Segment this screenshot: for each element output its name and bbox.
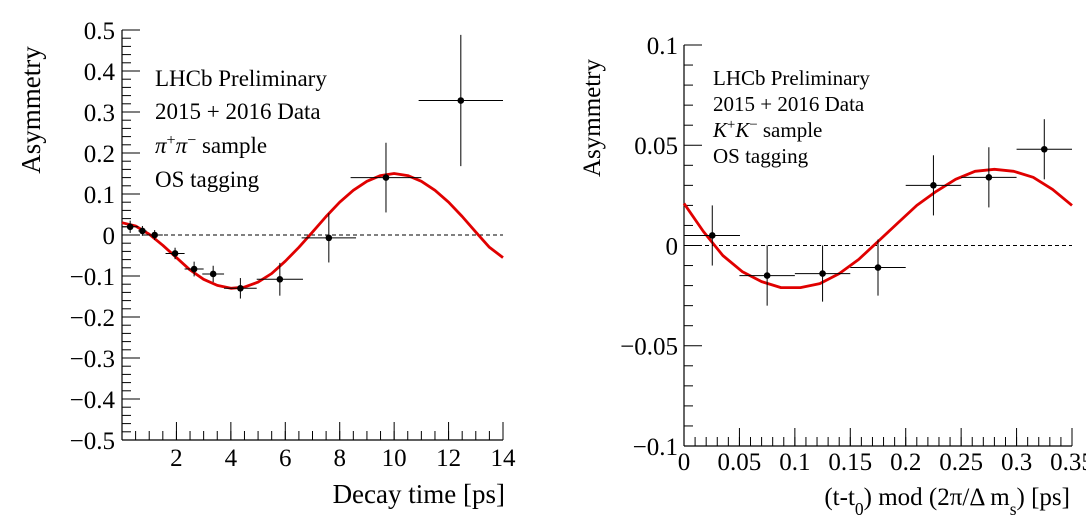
data-point — [1016, 119, 1072, 180]
y-tick-label: −0.4 — [70, 387, 116, 414]
data-marker — [190, 265, 198, 273]
annotation-text: K+K− sample — [712, 117, 822, 142]
data-marker — [325, 234, 333, 242]
data-point — [138, 225, 147, 236]
x-tick-label: 0.15 — [828, 449, 872, 476]
decay-time-asymmetry-chart: −0.5 −0.4 −0.3 −0.2 −0.1 0 0.1 0.2 0.3 0.4 0.5 2 4 6 8… — [16, 18, 516, 509]
data-marker — [708, 232, 716, 239]
data-marker — [874, 264, 882, 271]
x-axis-title: (t-t0) mod (2π/Δ ms) [ps] — [824, 484, 1070, 516]
x-tick-label: 12 — [436, 445, 461, 472]
x-tick-label: 0.1 — [779, 449, 810, 476]
data-marker — [985, 174, 993, 181]
y-tick-label: 0.3 — [84, 100, 115, 127]
annotation-text: 2015 + 2016 Data — [713, 92, 865, 116]
data-point — [122, 220, 139, 233]
data-point — [684, 205, 740, 266]
annotation-text: LHCb Preliminary — [713, 66, 870, 90]
y-axis-title: Asymmetry — [16, 46, 46, 174]
data-point — [905, 155, 962, 216]
data-marker — [382, 174, 390, 181]
x-axis-title: Decay time [ps] — [333, 479, 505, 509]
x-tick-label: 4 — [225, 445, 238, 472]
data-marker — [930, 182, 937, 189]
x-tick-label: 0.35 — [1050, 449, 1086, 476]
annotation-text: OS tagging — [155, 167, 260, 192]
x-tick-label: 0.3 — [1001, 449, 1032, 476]
data-point — [850, 239, 906, 296]
x-tick-label: 8 — [333, 445, 346, 472]
y-axis-title: Asymmetry — [579, 58, 606, 177]
y-tick-label: 0.2 — [84, 141, 115, 168]
data-point — [739, 245, 795, 306]
data-marker — [209, 270, 217, 278]
data-marker — [126, 223, 134, 231]
y-tick-label: 0 — [103, 223, 116, 250]
data-point — [256, 262, 303, 296]
folded-time-asymmetry-chart: −0.1 −0.05 0 0.05 0.1 0 0.05 0.1 0.15 0.2 0.25 0.3 0… — [579, 33, 1086, 516]
y-tick-label: 0.1 — [647, 33, 678, 60]
y-tick-label: −0.2 — [70, 305, 115, 332]
data-marker — [171, 250, 179, 257]
y-tick-label: 0.4 — [84, 59, 116, 86]
x-tick-label: 10 — [382, 445, 407, 472]
data-point — [202, 265, 225, 283]
data-point — [301, 213, 357, 263]
y-tick-label: 0 — [666, 233, 679, 260]
data-point — [961, 147, 1017, 208]
x-tick-label: 0.05 — [718, 449, 762, 476]
data-point — [224, 278, 257, 299]
x-tick-label: 0 — [678, 449, 691, 476]
data-point — [418, 34, 503, 167]
data-marker — [763, 272, 771, 279]
y-tick-label: −0.1 — [633, 434, 678, 461]
x-tick-label: 14 — [491, 445, 517, 472]
y-tick-label: −0.1 — [70, 264, 115, 291]
data-marker — [151, 231, 158, 239]
x-tick-label: 0.25 — [939, 449, 983, 476]
fit-curve — [121, 172, 504, 290]
data-marker — [139, 227, 146, 235]
annotation-text: OS tagging — [713, 144, 809, 168]
data-point — [794, 245, 851, 302]
data-marker — [819, 270, 826, 277]
data-marker — [237, 285, 244, 292]
annotation-text: 2015 + 2016 Data — [155, 99, 321, 124]
y-tick-label: 0.05 — [634, 133, 678, 160]
y-tick-label: 0.1 — [84, 182, 115, 209]
x-tick-label: 2 — [170, 445, 183, 472]
data-point — [165, 247, 185, 260]
x-tick-label: 0.2 — [890, 449, 921, 476]
data-marker — [1040, 145, 1048, 153]
data-point — [184, 261, 204, 277]
y-tick-label: 0.5 — [84, 18, 115, 45]
data-point — [146, 230, 163, 240]
y-tick-label: −0.3 — [70, 346, 115, 373]
y-tick-label: −0.5 — [70, 428, 115, 455]
data-marker — [457, 97, 465, 104]
annotation-text: π+π− sample — [155, 132, 267, 159]
data-point — [350, 142, 422, 213]
annotation-text: LHCb Preliminary — [155, 66, 327, 91]
y-tick-label: −0.05 — [620, 334, 678, 361]
x-tick-label: 6 — [279, 445, 292, 472]
data-marker — [276, 275, 284, 283]
